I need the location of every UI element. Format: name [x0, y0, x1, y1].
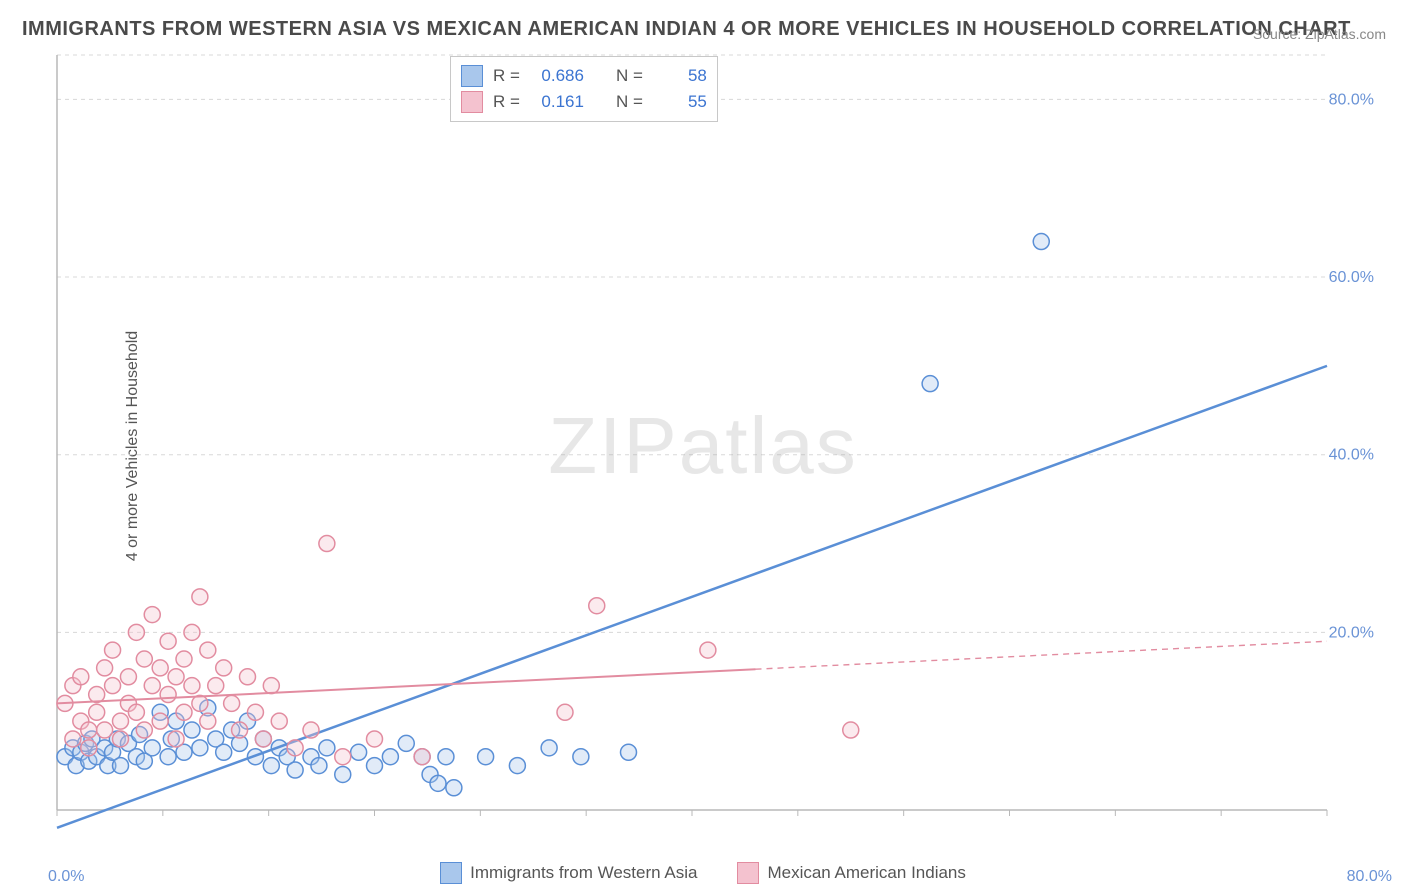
svg-text:40.0%: 40.0% — [1329, 447, 1374, 464]
swatch-series2 — [461, 91, 483, 113]
svg-text:60.0%: 60.0% — [1329, 269, 1374, 286]
legend-item-series1: Immigrants from Western Asia — [440, 862, 697, 884]
x-tick-0: 0.0% — [48, 868, 84, 886]
n-value-series1: 58 — [653, 66, 707, 86]
stats-row-series2: R = 0.161 N = 55 — [461, 89, 707, 115]
x-tick-1: 80.0% — [1347, 868, 1392, 886]
svg-text:20.0%: 20.0% — [1329, 624, 1374, 641]
scatter-chart-svg: 20.0% 40.0% 60.0% 80.0% — [52, 50, 1382, 840]
correlation-stats-box: R = 0.686 N = 58 R = 0.161 N = 55 — [450, 56, 718, 122]
r-label: R = — [493, 92, 520, 112]
svg-text:80.0%: 80.0% — [1329, 91, 1374, 108]
legend-label-series2: Mexican American Indians — [767, 863, 965, 883]
n-value-series2: 55 — [653, 92, 707, 112]
chart-plot-area: 20.0% 40.0% 60.0% 80.0% — [52, 50, 1382, 840]
bottom-legend: Immigrants from Western Asia Mexican Ame… — [0, 862, 1406, 884]
legend-item-series2: Mexican American Indians — [737, 862, 965, 884]
r-value-series1: 0.686 — [530, 66, 584, 86]
r-label: R = — [493, 66, 520, 86]
legend-swatch-series1 — [440, 862, 462, 884]
chart-title: IMMIGRANTS FROM WESTERN ASIA VS MEXICAN … — [22, 18, 1351, 41]
stats-row-series1: R = 0.686 N = 58 — [461, 63, 707, 89]
source-attribution: Source: ZipAtlas.com — [1253, 26, 1386, 42]
n-label: N = — [616, 66, 643, 86]
n-label: N = — [616, 92, 643, 112]
legend-label-series1: Immigrants from Western Asia — [470, 863, 697, 883]
swatch-series1 — [461, 65, 483, 87]
legend-swatch-series2 — [737, 862, 759, 884]
r-value-series2: 0.161 — [530, 92, 584, 112]
